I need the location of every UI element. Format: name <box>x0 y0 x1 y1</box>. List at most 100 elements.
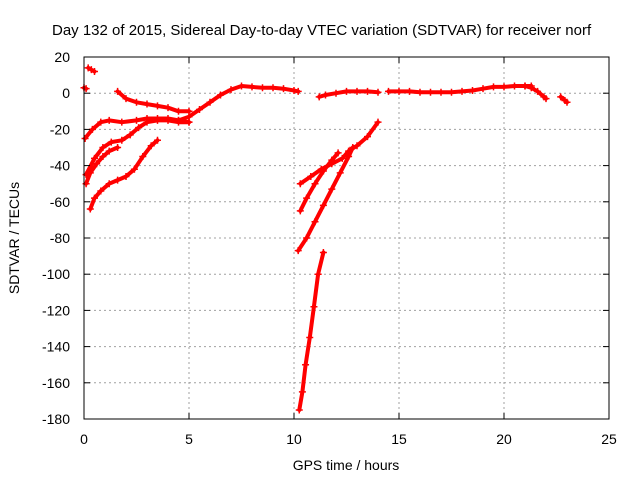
data-point <box>118 118 126 126</box>
data-point <box>542 95 550 103</box>
data-point <box>238 82 245 90</box>
data-point <box>97 118 105 126</box>
series-track <box>557 93 571 106</box>
data-point <box>296 207 304 215</box>
series-track <box>521 82 550 103</box>
data-point <box>338 154 346 162</box>
data-point <box>154 102 161 110</box>
data-point <box>185 113 193 121</box>
series-track <box>295 248 327 414</box>
data-point <box>458 87 466 95</box>
data-point <box>107 138 115 146</box>
y-tick-label: -80 <box>50 230 70 246</box>
series-track <box>80 84 90 93</box>
y-tick-label: 20 <box>54 49 70 65</box>
data-point <box>164 104 172 112</box>
series-line <box>297 250 326 412</box>
data-point <box>332 89 340 97</box>
data-point <box>319 248 327 256</box>
series-line <box>88 138 160 211</box>
data-point <box>114 176 122 184</box>
data-point <box>336 169 344 177</box>
data-point <box>133 116 140 124</box>
data-point <box>364 87 371 95</box>
data-point <box>86 169 94 177</box>
series-line <box>298 150 341 213</box>
data-point <box>479 85 487 93</box>
data-point <box>303 194 311 202</box>
data-point <box>563 98 571 106</box>
x-axis: 0 5 10 15 20 25 <box>80 57 617 447</box>
data-point <box>248 83 256 91</box>
data-point <box>374 88 382 96</box>
y-tick-label: -120 <box>42 302 70 318</box>
data-point <box>298 388 306 396</box>
data-point <box>294 87 302 95</box>
data-point <box>416 88 424 96</box>
data-point <box>395 87 403 95</box>
data-point <box>322 91 329 99</box>
series-track <box>294 144 357 255</box>
data-point <box>196 105 203 113</box>
series-track <box>175 82 302 124</box>
x-axis-label: GPS time / hours <box>293 457 400 473</box>
data-point <box>328 156 336 164</box>
series-line <box>317 89 380 99</box>
series-track <box>84 64 98 75</box>
data-point <box>353 142 361 150</box>
data-point <box>527 84 535 92</box>
data-point <box>334 149 342 157</box>
data-point <box>319 167 327 175</box>
series-track <box>385 82 535 96</box>
data-point <box>91 67 98 75</box>
series-track <box>296 149 342 215</box>
data-point <box>311 180 319 188</box>
data-point <box>154 116 161 124</box>
series-line <box>176 84 301 123</box>
x-tick-label: 10 <box>286 431 302 447</box>
y-axis: 20 0 -20 -40 -60 -80 -100 -120 -140 -160 -180 <box>42 49 609 427</box>
data-point <box>427 88 434 96</box>
data-point <box>227 86 235 94</box>
y-tick-label: -100 <box>42 266 70 282</box>
data-point <box>86 205 94 213</box>
data-point <box>122 172 130 180</box>
data-point <box>521 82 529 90</box>
data-point <box>448 88 455 96</box>
data-point <box>303 234 311 242</box>
data-point <box>206 98 214 106</box>
data-point <box>91 154 98 162</box>
data-point <box>143 118 151 126</box>
data-point <box>307 172 315 180</box>
data-point <box>175 116 182 124</box>
data-point <box>385 87 392 95</box>
data-point <box>105 180 113 188</box>
y-tick-label: -20 <box>50 121 70 137</box>
y-tick-label: -60 <box>50 194 70 210</box>
x-tick-label: 0 <box>80 431 88 447</box>
x-tick-label: 25 <box>601 431 617 447</box>
data-point <box>328 185 336 193</box>
chart-title: Day 132 of 2015, Sidereal Day-to-day VTE… <box>52 22 592 39</box>
data-point <box>374 118 382 126</box>
x-tick-label: 20 <box>496 431 512 447</box>
data-point <box>114 87 122 95</box>
series-line <box>558 94 569 105</box>
data-point <box>280 85 287 93</box>
data-point <box>217 91 224 99</box>
x-tick-label: 15 <box>391 431 407 447</box>
series-track <box>86 136 161 213</box>
series-line <box>296 145 355 253</box>
data-point <box>310 303 318 311</box>
data-point <box>345 153 353 161</box>
data-point <box>490 83 497 91</box>
y-tick-label: -40 <box>50 158 70 174</box>
data-point <box>122 95 130 103</box>
series-track <box>114 87 193 115</box>
data-point <box>105 116 113 124</box>
data-series <box>80 64 571 414</box>
data-point <box>81 134 89 142</box>
y-tick-label: 0 <box>62 85 70 101</box>
data-point <box>154 136 161 144</box>
